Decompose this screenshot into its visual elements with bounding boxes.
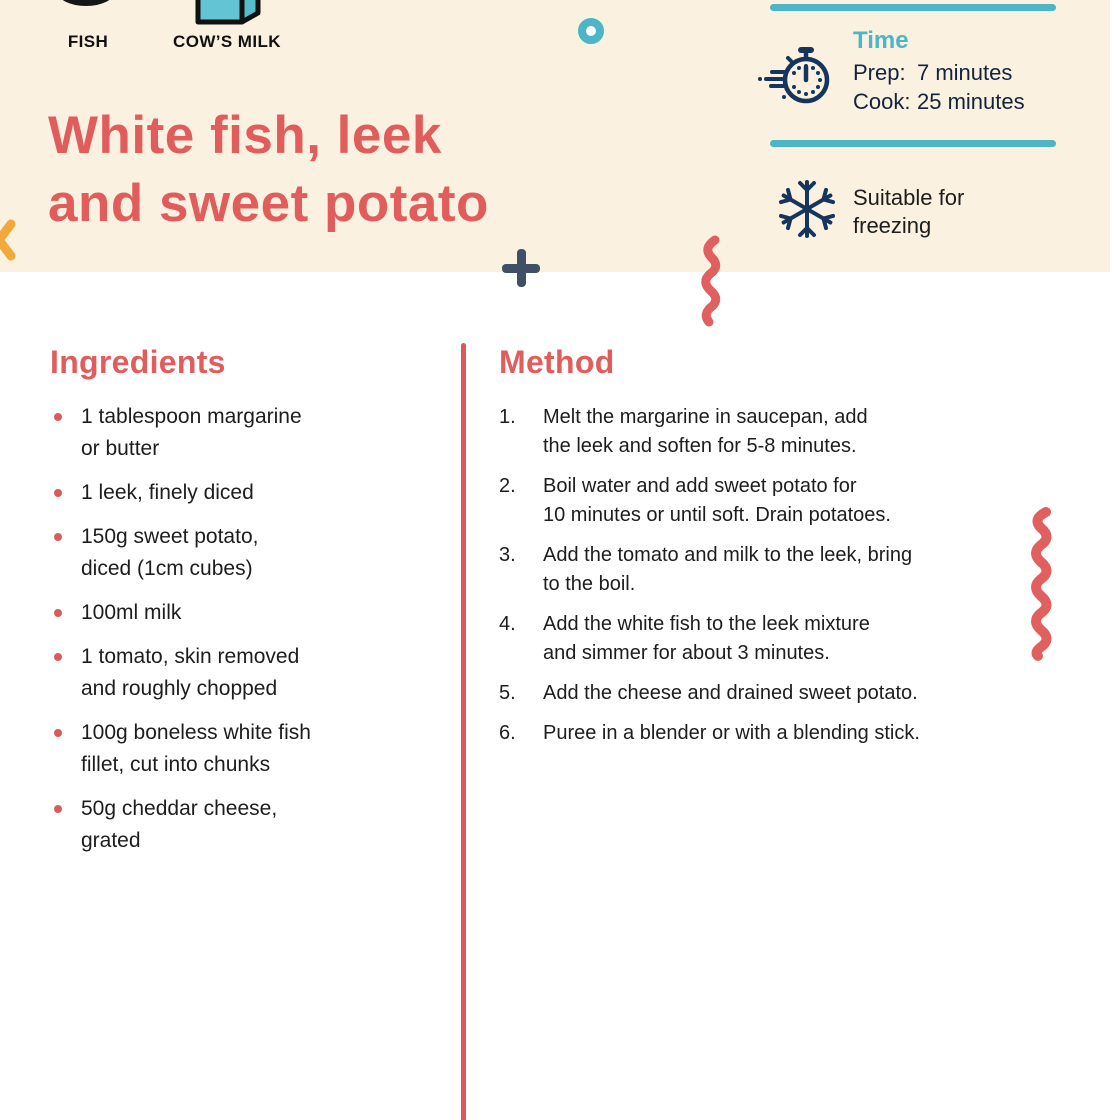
page-title-line1: White fish, leek [48, 106, 442, 165]
header-band [0, 0, 1110, 272]
step-text: Boil water and add sweet potato for 10 m… [543, 475, 891, 526]
method-step: 4. Add the white fish to the leek mixtur… [499, 610, 969, 668]
bullet-icon [54, 653, 62, 661]
squiggle-big-decoration [1031, 507, 1052, 661]
bullet-icon [54, 609, 62, 617]
ingredient-item: 1 tablespoon margarine or butter [50, 401, 410, 465]
ingredient-item: 100g boneless white fish fillet, cut int… [50, 717, 410, 781]
ingredients-heading: Ingredients [50, 344, 226, 380]
method-list: 1. Melt the margarine in saucepan, add t… [499, 403, 969, 748]
ingredients-section: Ingredients 1 tablespoon margarine or bu… [50, 344, 410, 869]
time-panel: Time Prep: 7 minutes Cook: 25 minutes [853, 27, 1025, 116]
allergen-label-fish: FISH [67, 32, 109, 51]
bullet-icon [54, 805, 62, 813]
time-row-value: 7 minutes [917, 60, 1013, 85]
ingredient-text: 50g cheddar cheese, grated [81, 797, 278, 852]
bullet-icon [54, 533, 62, 541]
time-row-value: 25 minutes [917, 89, 1025, 114]
ingredient-text: 100g boneless white fish fillet, cut int… [81, 721, 311, 776]
teal-rule-bottom [770, 140, 1056, 147]
page-title: White fish, leek and sweet potato [48, 102, 489, 238]
ingredient-text: 1 leek, finely diced [81, 481, 254, 504]
bullet-icon [54, 413, 62, 421]
snowflake-icon [778, 180, 836, 238]
stopwatch-icon [758, 47, 830, 104]
donut-circle-decoration [578, 18, 604, 44]
time-row: Prep: 7 minutes [853, 58, 1025, 87]
ingredient-item: 150g sweet potato, diced (1cm cubes) [50, 521, 410, 585]
step-text: Add the cheese and drained sweet potato. [543, 682, 918, 704]
time-rows: Prep: 7 minutes Cook: 25 minutes [853, 58, 1025, 116]
ingredient-text: 1 tablespoon margarine or butter [81, 405, 302, 460]
ingredient-text: 100ml milk [81, 601, 182, 624]
method-step: 2. Boil water and add sweet potato for 1… [499, 472, 969, 530]
method-step: 5. Add the cheese and drained sweet pota… [499, 679, 969, 708]
step-text: Add the tomato and milk to the leek, bri… [543, 544, 913, 595]
ingredient-text: 1 tomato, skin removed and roughly chopp… [81, 645, 300, 700]
step-number: 1. [499, 406, 516, 428]
column-divider [461, 343, 466, 1120]
method-step: 3. Add the tomato and milk to the leek, … [499, 541, 969, 599]
plus-decoration [502, 249, 540, 287]
chevron-left-decoration [0, 219, 16, 261]
ingredient-item: 100ml milk [50, 597, 410, 629]
ingredient-text: 150g sweet potato, diced (1cm cubes) [81, 525, 259, 580]
bullet-icon [54, 729, 62, 737]
time-row-label: Cook: [853, 89, 911, 114]
step-text: Melt the margarine in saucepan, add the … [543, 406, 868, 457]
squiggle-small-decoration [701, 235, 721, 327]
bullet-icon [54, 489, 62, 497]
ingredient-item: 50g cheddar cheese, grated [50, 793, 410, 857]
ingredient-item: 1 leek, finely diced [50, 477, 410, 509]
method-heading: Method [499, 344, 615, 380]
allergen-label-cows-milk: COW’S MILK [173, 32, 281, 51]
step-number: 2. [499, 475, 516, 497]
time-heading: Time [853, 27, 909, 54]
step-number: 6. [499, 722, 516, 744]
step-number: 4. [499, 613, 516, 635]
fish-icon [58, 0, 114, 6]
method-step: 6. Puree in a blender or with a blending… [499, 719, 969, 748]
milk-carton-icon [195, 0, 261, 25]
ingredient-item: 1 tomato, skin removed and roughly chopp… [50, 641, 410, 705]
freezing-note: Suitable for freezing [853, 185, 965, 238]
ingredients-list: 1 tablespoon margarine or butter 1 leek,… [50, 401, 410, 857]
method-step: 1. Melt the margarine in saucepan, add t… [499, 403, 969, 461]
method-section: Method 1. Melt the margarine in saucepan… [499, 344, 969, 759]
step-number: 5. [499, 682, 516, 704]
step-text: Puree in a blender or with a blending st… [543, 722, 920, 744]
step-number: 3. [499, 544, 516, 566]
time-row-label: Prep: [853, 60, 906, 85]
page-title-line2: and sweet potato [48, 174, 489, 233]
step-text: Add the white fish to the leek mixture a… [543, 613, 870, 664]
teal-rule-top [770, 4, 1056, 11]
time-row: Cook: 25 minutes [853, 87, 1025, 116]
